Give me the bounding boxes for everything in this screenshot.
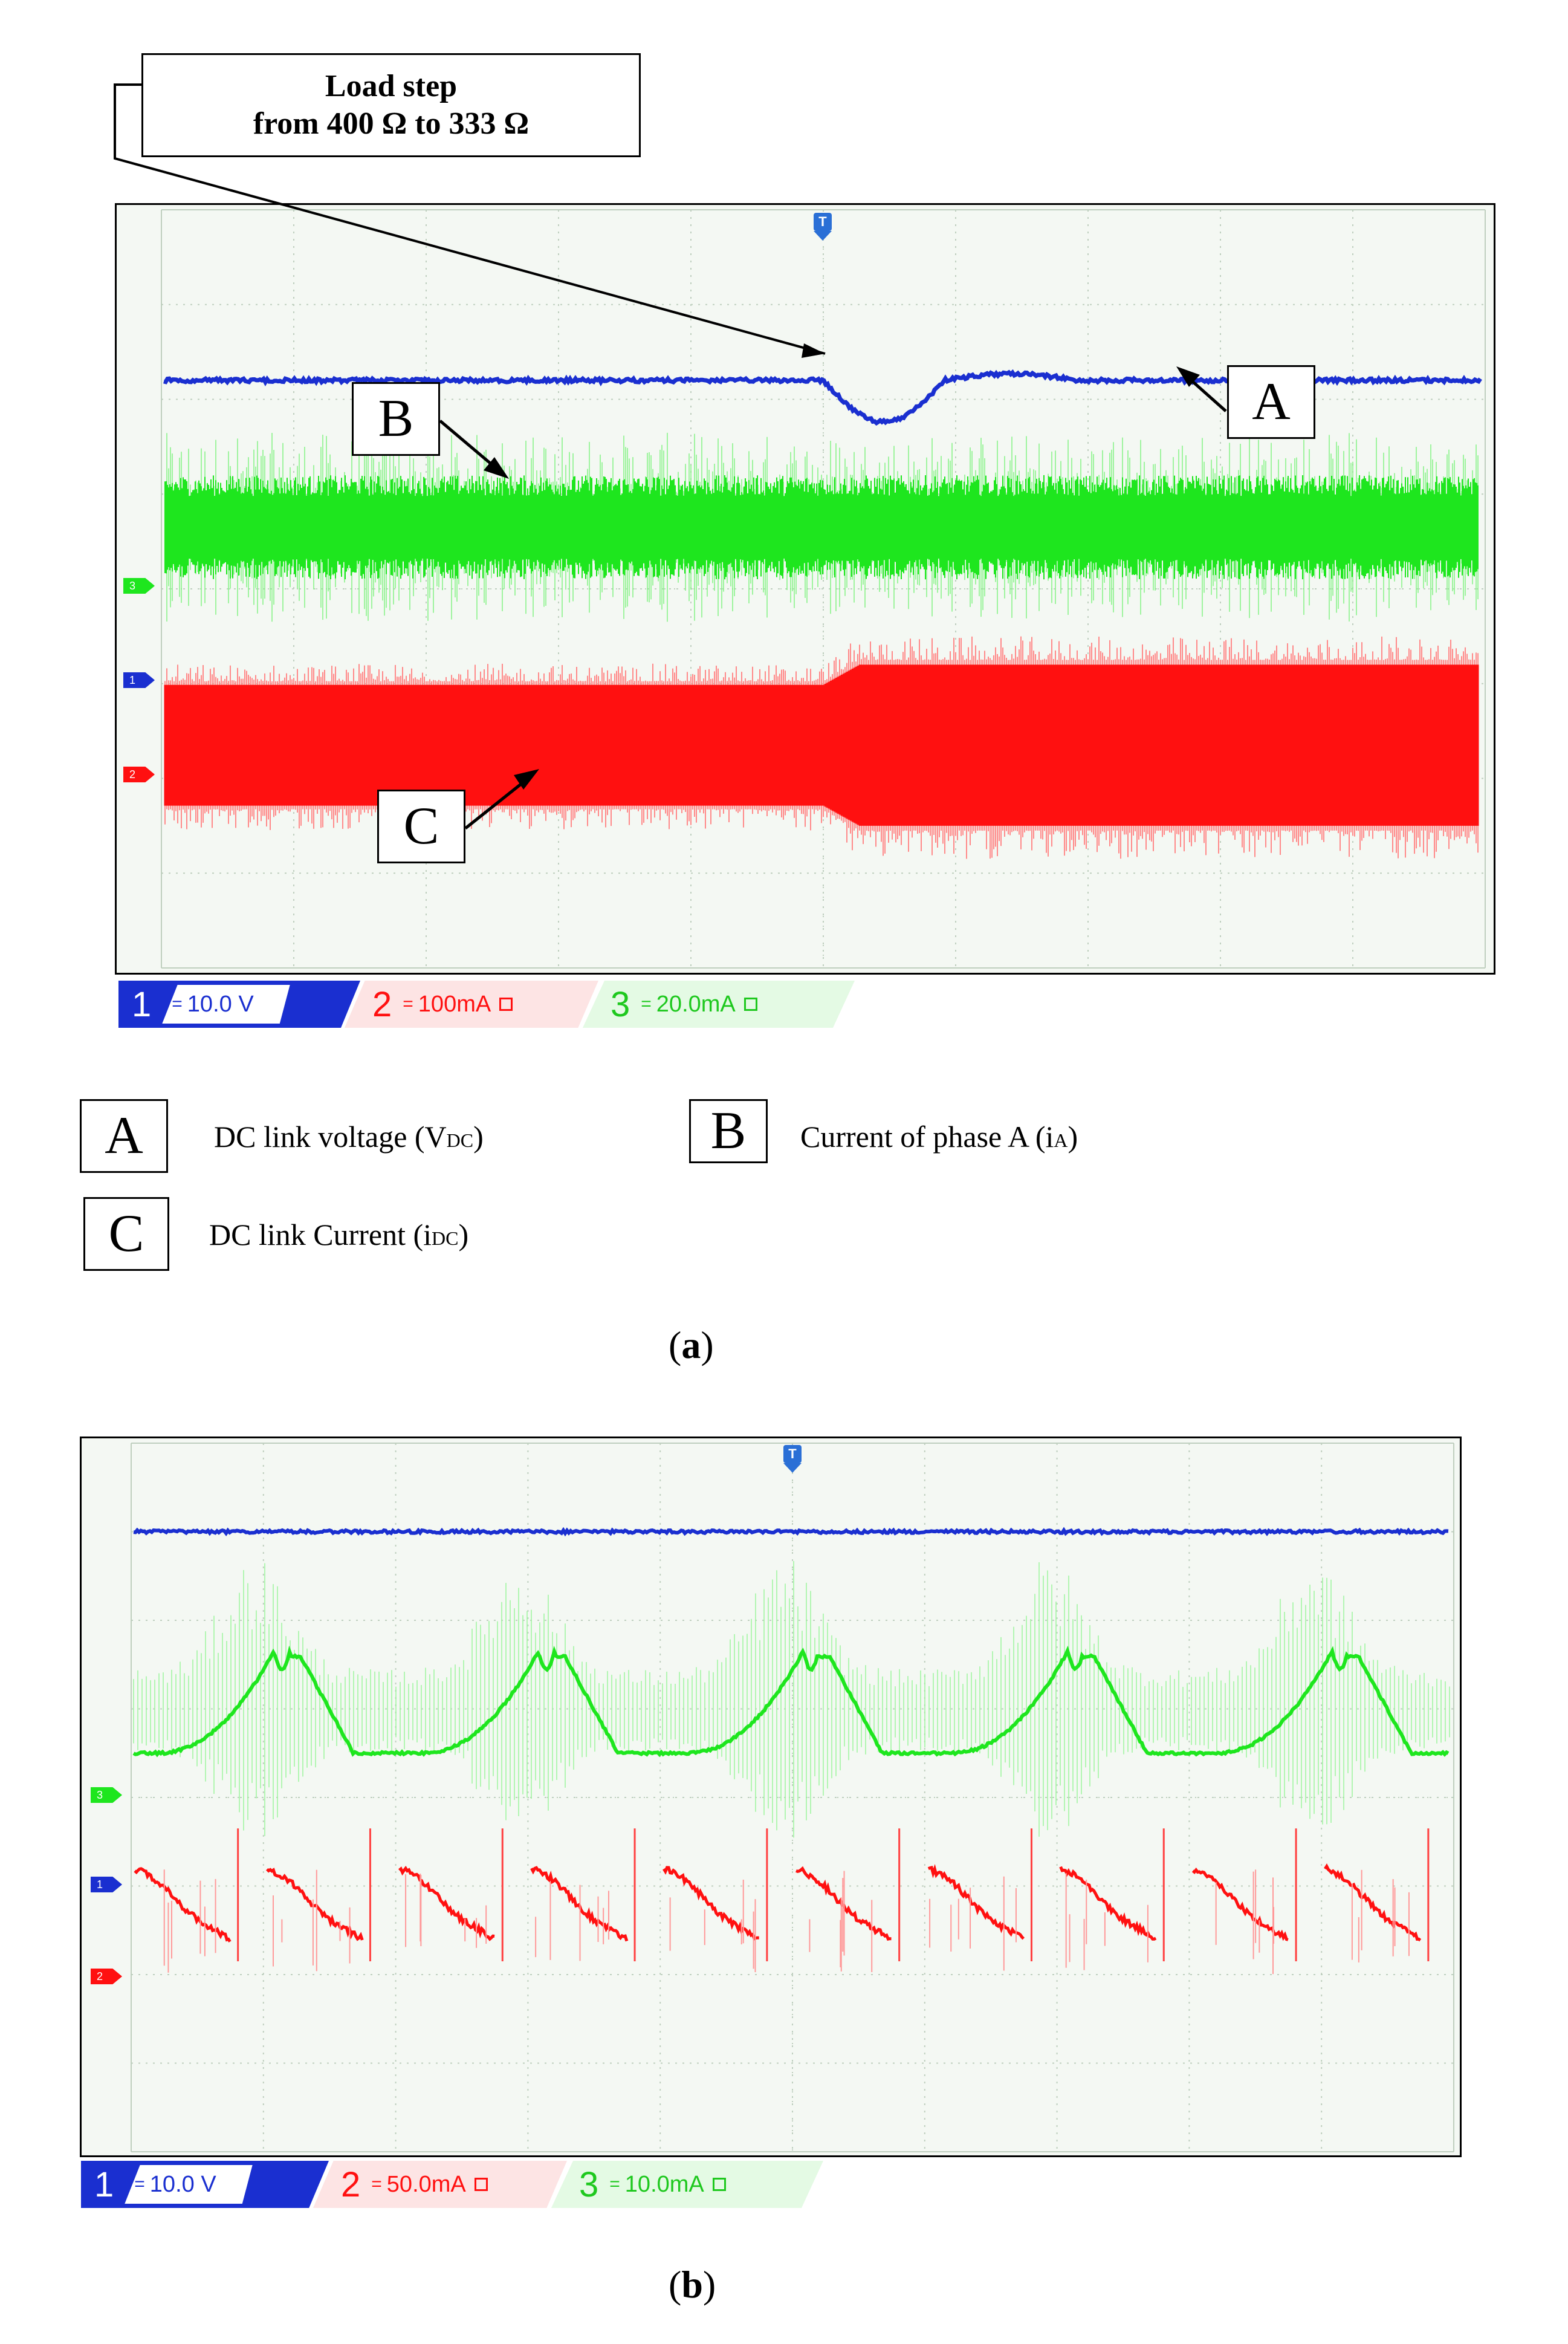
ch2-trace-segment: [265, 1868, 364, 1941]
legend-b-letter: B: [710, 1102, 747, 1160]
ch2-bandwidth-icon: [499, 998, 513, 1011]
trigger-icon-b: T: [783, 1445, 802, 1463]
statusbar-ch1-b: 1 = 10.0 V: [81, 2161, 329, 2208]
ch2-trace-segment: [663, 1866, 759, 1941]
ch1-marker-label: 1: [129, 674, 136, 686]
ch2-trace-segment: [927, 1864, 1025, 1940]
ch2-trace-spikes: [237, 1828, 1430, 1962]
legend-c-letter: C: [108, 1204, 144, 1263]
statusbar-ch3-b: 3 = 10.0mA: [551, 2161, 823, 2208]
callout-line-1: Load step: [325, 69, 458, 103]
load-step-callout: Load step from 400 Ω to 333 Ω: [141, 53, 641, 157]
ch3-bandwidth-icon: [744, 998, 757, 1011]
grid: [131, 1443, 1454, 2152]
ch3-scale: 20.0mA: [656, 991, 736, 1017]
ch3-bandwidth-icon-b: [712, 2178, 726, 2191]
statusbar-ch1-a: 1 = 10.0 V: [118, 981, 360, 1028]
statusbar-ch2-a: 2 = 100mA: [345, 981, 598, 1028]
ch2-trace-segment: [1191, 1867, 1289, 1941]
statusbar-ch2-b: 2 = 50.0mA: [313, 2161, 567, 2208]
caption-b: (b): [669, 2263, 716, 2306]
ch3-trace-core: [164, 475, 1479, 580]
ch3-marker-label: 3: [129, 579, 136, 592]
trigger-icon: T: [814, 213, 832, 231]
scope-plot-b: [131, 1443, 1454, 2152]
ch2-trace-segment: [1324, 1863, 1422, 1942]
legend-box-b: B: [689, 1099, 768, 1163]
scope-statusbar-a: 1 = 10.0 V 2 = 100mA 3 = 20.0mA: [118, 981, 855, 1028]
legend-c-text: DC link Current (iDC): [209, 1218, 469, 1252]
ch1-number: 1: [132, 984, 152, 1024]
scope-plot-a: [161, 209, 1486, 969]
scope-statusbar-b: 1 = 10.0 V 2 = 50.0mA 3 = 10.0mA: [81, 2161, 823, 2208]
ch3-number: 3: [611, 984, 630, 1024]
legend-box-a: A: [80, 1099, 168, 1173]
ch2-trace-segment: [134, 1867, 232, 1943]
legend-a-text: DC link voltage (VDC): [214, 1120, 484, 1154]
scope-screen-a: [115, 203, 1495, 975]
legend-box-c: C: [83, 1197, 169, 1271]
ch1-trace: [133, 1527, 1449, 1537]
ch2-bandwidth-icon-b: [474, 2178, 488, 2191]
ch2-trace-core: [164, 664, 1479, 826]
callout-line-2: from 400 Ω to 333 Ω: [253, 106, 530, 141]
label-box-c: C: [377, 790, 465, 863]
caption-a: (a): [669, 1323, 714, 1366]
label-a-letter: A: [1252, 372, 1291, 431]
ch2-trace-segment: [530, 1866, 629, 1942]
ch3-trace: [132, 1645, 1450, 1758]
ch2-trace-segment: [398, 1866, 495, 1941]
ch2-coupling: =: [403, 994, 413, 1014]
ch1-coupling: =: [172, 994, 182, 1014]
label-box-b: B: [352, 382, 440, 456]
label-c-letter: C: [403, 797, 439, 855]
scope-screen-b: [80, 1437, 1462, 2157]
callout-leader-line: [114, 83, 1227, 829]
ch2-marker-label: 2: [129, 768, 136, 781]
legend-a-letter: A: [105, 1106, 143, 1165]
ch1-scale: 10.0 V: [187, 991, 254, 1017]
ch2-trace-segment: [1059, 1866, 1157, 1941]
trigger-marker-b: T: [783, 1445, 802, 1473]
label-box-a: A: [1227, 365, 1315, 439]
statusbar-ch3-a: 3 = 20.0mA: [583, 981, 855, 1028]
trigger-marker-a: T: [814, 213, 832, 241]
ch2-trace-noise: [163, 1869, 1410, 1975]
label-b-letter: B: [378, 389, 414, 448]
ch3-coupling: =: [641, 994, 651, 1014]
legend-b-text: Current of phase A (iA): [800, 1120, 1078, 1154]
ch2-number: 2: [372, 984, 392, 1024]
ch3-trace-spikes: [133, 1561, 1450, 1838]
ch2-scale: 100mA: [418, 991, 491, 1017]
